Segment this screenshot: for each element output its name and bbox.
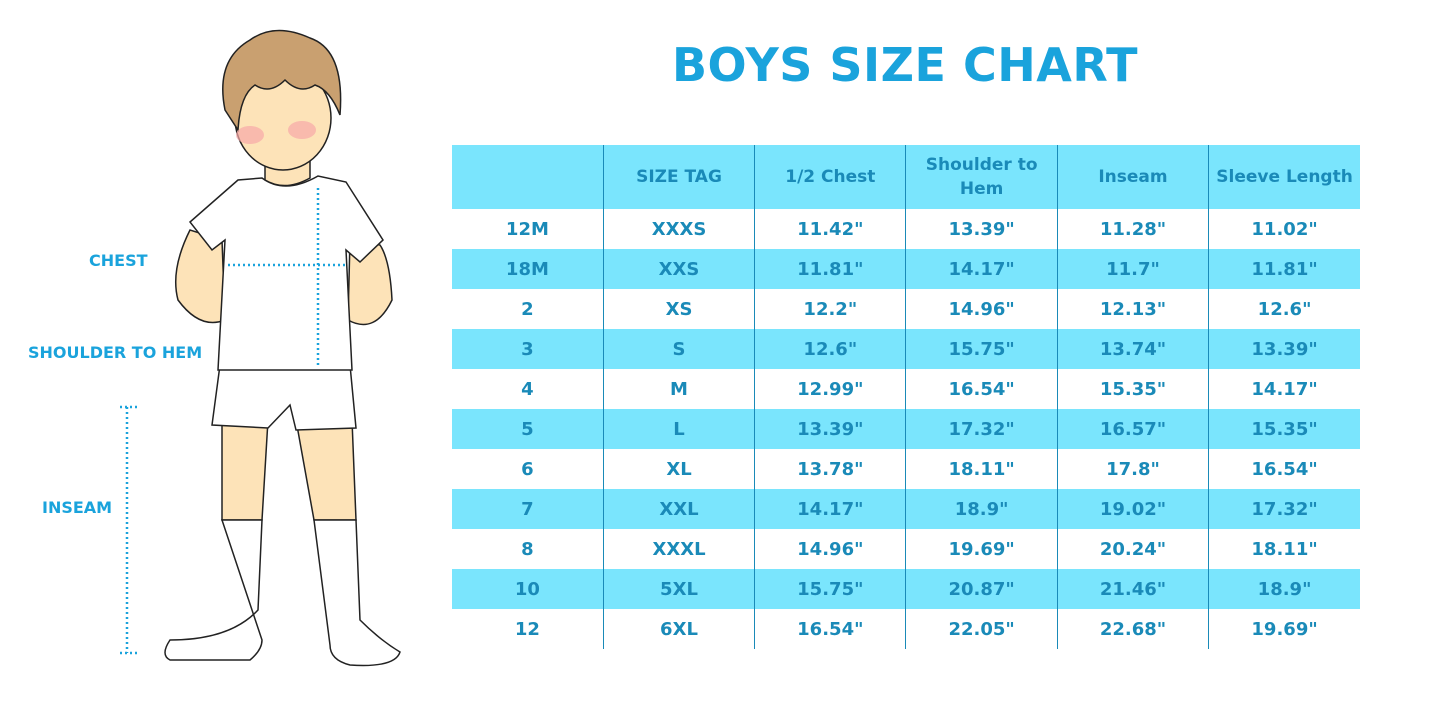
table-cell: 7 [452, 489, 604, 529]
column-header [452, 145, 604, 209]
size-table: SIZE TAG 1/2 Chest Shoulder to Hem Inseam Sl… [452, 145, 1360, 649]
table-row: 12M XXXS 11.42" 13.39" 11.28" 11.02" [452, 209, 1360, 249]
table-cell: 14.17" [754, 489, 906, 529]
table-cell: XXL [602, 489, 755, 529]
table-row: 2 XS 12.2" 14.96" 12.13" 12.6" [452, 289, 1360, 329]
table-cell: 11.81" [754, 249, 906, 289]
table-cell: 6XL [602, 609, 755, 649]
table-cell: 22.68" [1056, 609, 1209, 649]
table-row: 4 M 12.99" 16.54" 15.35" 14.17" [452, 369, 1360, 409]
shoulder-to-hem-label: SHOULDER TO HEM [28, 343, 203, 362]
table-cell: L [602, 409, 755, 449]
table-cell: 15.35" [1208, 409, 1360, 449]
column-header: Sleeve Length [1208, 145, 1360, 209]
table-cell: 2 [521, 298, 534, 320]
table-cell: 12.2" [754, 289, 906, 329]
table-cell: 16.54" [1208, 449, 1360, 489]
table-cell: 15.35" [1056, 369, 1209, 409]
table-cell: 13.39" [905, 209, 1058, 249]
table-cell: 18.9" [905, 489, 1058, 529]
table-cell: S [602, 329, 755, 369]
table-cell: 8 [521, 538, 534, 560]
chest-label: CHEST [89, 251, 148, 270]
table-cell: XXXL [602, 529, 755, 569]
table-cell: 22.05" [905, 609, 1058, 649]
table-cell: 15.75" [754, 569, 906, 609]
column-header: SIZE TAG [602, 145, 755, 209]
table-cell: 20.87" [905, 569, 1058, 609]
table-cell: 12 [514, 618, 540, 640]
table-cell: XL [602, 449, 755, 489]
table-cell: 13.74" [1056, 329, 1209, 369]
table-row: 12 6XL 16.54" 22.05" 22.68" 19.69" [452, 609, 1360, 649]
table-cell: 12M [505, 218, 549, 240]
column-header: 1/2 Chest [754, 145, 906, 209]
table-cell: 19.69" [1208, 609, 1360, 649]
table-row: 5 L 13.39" 17.32" 16.57" 15.35" [452, 409, 1360, 449]
table-cell: 14.17" [1208, 369, 1360, 409]
table-cell: 5XL [602, 569, 755, 609]
table-cell: XXS [602, 249, 755, 289]
table-cell: 18M [452, 249, 604, 289]
table-cell: 16.57" [1056, 409, 1209, 449]
table-cell: 11.81" [1208, 249, 1360, 289]
table-cell: XXXS [602, 209, 755, 249]
column-header: Inseam [1056, 145, 1209, 209]
inseam-label: INSEAM [42, 498, 113, 517]
table-row: 10 5XL 15.75" 20.87" 21.46" 18.9" [452, 569, 1360, 609]
table-cell: 19.69" [905, 529, 1058, 569]
table-cell: 12.6" [754, 329, 906, 369]
table-cell: 12.13" [1056, 289, 1209, 329]
table-cell: 20.24" [1056, 529, 1209, 569]
table-cell: 11.7" [1056, 249, 1209, 289]
table-cell: 11.28" [1056, 209, 1209, 249]
table-cell: 16.54" [905, 369, 1058, 409]
table-cell: 6 [521, 458, 534, 480]
table-row: 18M XXS 11.81" 14.17" 11.7" 11.81" [452, 249, 1360, 289]
table-cell: 4 [521, 378, 534, 400]
table-cell: 21.46" [1056, 569, 1209, 609]
table-cell: 18.11" [1208, 529, 1360, 569]
table-cell: 14.17" [905, 249, 1058, 289]
table-cell: 11.02" [1208, 209, 1360, 249]
table-cell: 3 [452, 329, 604, 369]
table-cell: 17.32" [905, 409, 1058, 449]
table-cell: 11.42" [754, 209, 906, 249]
table-cell: 17.8" [1056, 449, 1209, 489]
table-cell: 13.78" [754, 449, 906, 489]
table-cell: 12.6" [1208, 289, 1360, 329]
table-cell: 19.02" [1056, 489, 1209, 529]
table-cell: 17.32" [1208, 489, 1360, 529]
boy-illustration [120, 29, 401, 667]
table-cell: 12.99" [754, 369, 906, 409]
table-cell: 13.39" [754, 409, 906, 449]
page-title: BOYS SIZE CHART [671, 38, 1139, 92]
table-header-row: SIZE TAG 1/2 Chest Shoulder to Hem Inseam Sl… [452, 145, 1360, 209]
column-header: Shoulder to Hem [905, 145, 1058, 209]
table-row: 7 XXL 14.17" 18.9" 19.02" 17.32" [452, 489, 1360, 529]
table-cell: 14.96" [754, 529, 906, 569]
table-cell: 16.54" [754, 609, 906, 649]
table-cell: 5 [452, 409, 604, 449]
table-row: 8 XXXL 14.96" 19.69" 20.24" 18.11" [452, 529, 1360, 569]
table-cell: 10 [452, 569, 604, 609]
table-row: 6 XL 13.78" 18.11" 17.8" 16.54" [452, 449, 1360, 489]
table-cell: 18.11" [905, 449, 1058, 489]
table-cell: 15.75" [905, 329, 1058, 369]
table-row: 3 S 12.6" 15.75" 13.74" 13.39" [452, 329, 1360, 369]
table-cell: 18.9" [1208, 569, 1360, 609]
table-cell: XS [602, 289, 755, 329]
table-cell: M [602, 369, 755, 409]
table-cell: 14.96" [905, 289, 1058, 329]
table-cell: 13.39" [1208, 329, 1360, 369]
